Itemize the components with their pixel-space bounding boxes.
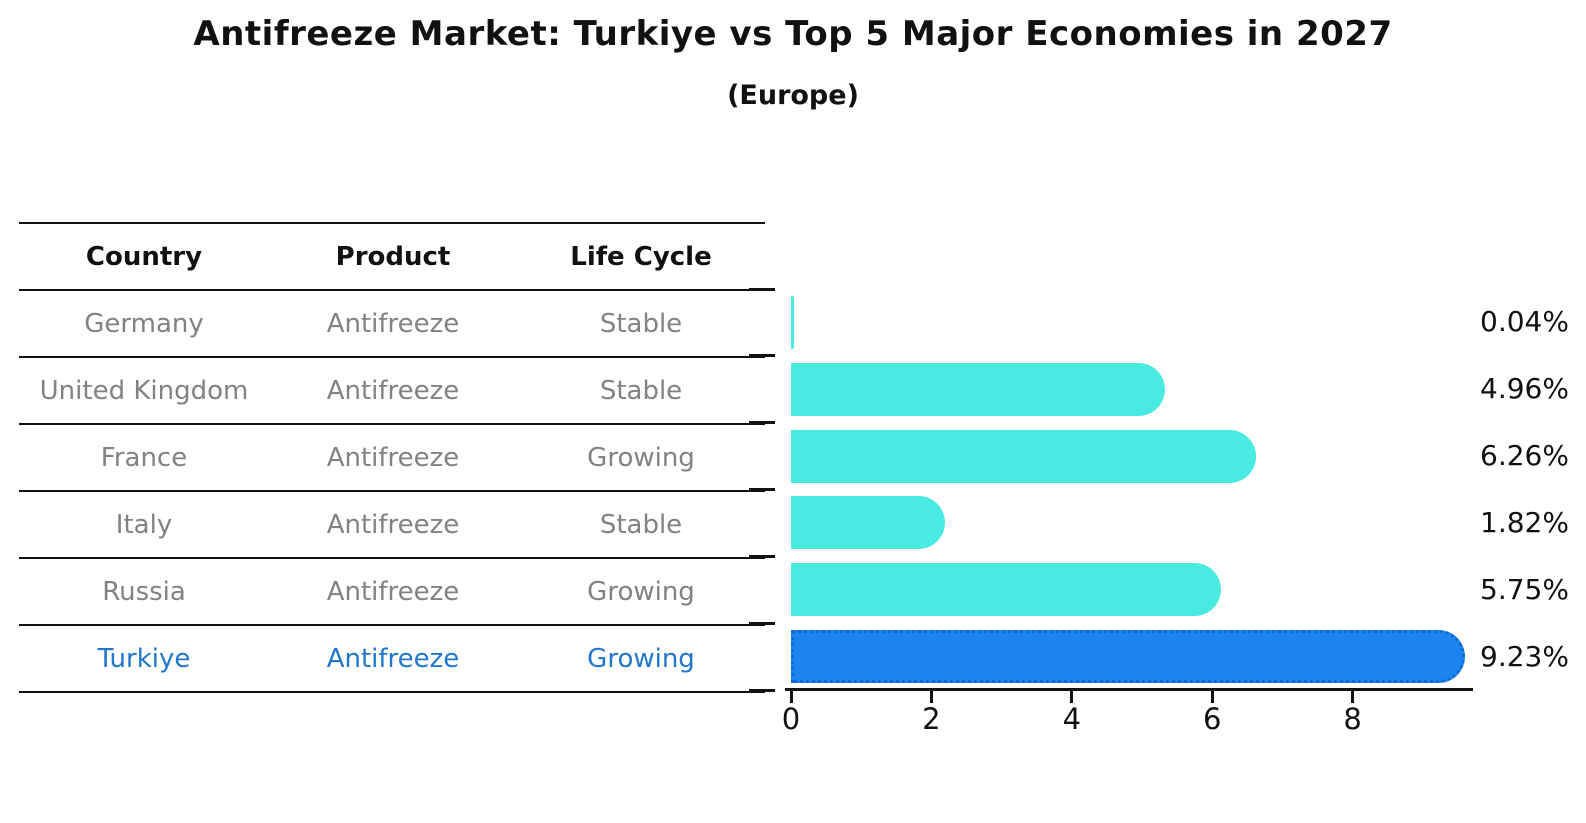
- table-row: Germany Antifreeze Stable: [19, 291, 765, 358]
- table-cell-country: Italy: [115, 509, 173, 540]
- table-cell-life-cycle: Stable: [599, 308, 683, 339]
- y-axis-tick: [749, 554, 775, 558]
- chart-subtitle: (Europe): [727, 80, 859, 111]
- bar: [791, 496, 945, 550]
- bar: [791, 362, 1166, 416]
- chart-title: Antifreeze Market: Turkiye vs Top 5 Majo…: [193, 14, 1393, 54]
- table-header-country: Country: [85, 241, 203, 272]
- table-header-row: Country Product Life Cycle: [19, 224, 765, 291]
- x-axis-tick: [1070, 691, 1074, 703]
- table-cell-product: Antifreeze: [326, 375, 460, 406]
- x-axis-tick-label: 2: [922, 702, 941, 736]
- table-cell-product: Antifreeze: [326, 509, 460, 540]
- country-table: Country Product Life Cycle Germany Antifr…: [19, 222, 765, 693]
- y-axis-tick: [749, 688, 775, 692]
- y-axis-tick: [749, 421, 775, 425]
- x-axis-tick-label: 8: [1343, 702, 1362, 736]
- table-cell-product: Antifreeze: [326, 643, 460, 674]
- value-label: 6.26%: [1480, 439, 1569, 473]
- table-cell-country: Turkiye: [97, 643, 191, 674]
- y-axis-tick: [749, 287, 775, 291]
- table-cell-country: Russia: [102, 576, 186, 607]
- x-axis-tick-label: 0: [781, 702, 801, 736]
- x-axis-tick: [929, 691, 933, 703]
- table-header-product: Product: [335, 241, 451, 272]
- x-axis-tick-label: 4: [1062, 702, 1082, 736]
- x-axis-tick: [789, 691, 793, 703]
- table-row: United Kingdom Antifreeze Stable: [19, 358, 765, 425]
- bar-highlight: [791, 630, 1465, 684]
- table-cell-life-cycle: Growing: [587, 442, 695, 473]
- table-body: Germany Antifreeze Stable United Kingdom Ant…: [19, 291, 765, 693]
- table-cell-life-cycle: Stable: [599, 375, 683, 406]
- bar: [791, 429, 1257, 483]
- x-axis-tick-label: 6: [1202, 702, 1222, 736]
- table-cell-product: Antifreeze: [326, 576, 460, 607]
- table-cell-life-cycle: Growing: [587, 576, 695, 607]
- value-label: 4.96%: [1480, 372, 1569, 406]
- table-cell-life-cycle: Stable: [599, 509, 683, 540]
- table-cell-product: Antifreeze: [326, 442, 460, 473]
- table-row: France Antifreeze Growing: [19, 425, 765, 492]
- table-cell-country: Germany: [84, 308, 204, 339]
- value-label: 1.82%: [1480, 505, 1569, 539]
- x-axis-tick: [1210, 691, 1214, 703]
- table-row: Turkiye Antifreeze Growing: [19, 626, 765, 693]
- table-row: Russia Antifreeze Growing: [19, 559, 765, 626]
- table-cell-country: France: [100, 442, 188, 473]
- table-cell-country: United Kingdom: [39, 375, 249, 406]
- value-label: 5.75%: [1480, 572, 1569, 606]
- x-axis-line: [785, 688, 1473, 691]
- y-axis-tick: [749, 621, 775, 625]
- table-cell-product: Antifreeze: [326, 308, 460, 339]
- table-row: Italy Antifreeze Stable: [19, 492, 765, 559]
- value-label: 9.23%: [1480, 639, 1569, 673]
- value-label: 0.04%: [1480, 305, 1569, 339]
- bar: [791, 563, 1221, 617]
- table-cell-life-cycle: Growing: [587, 643, 695, 674]
- table-header-lifecycle: Life Cycle: [570, 241, 712, 272]
- bar: [791, 295, 794, 349]
- y-axis-tick: [749, 488, 775, 492]
- x-axis-tick: [1351, 691, 1355, 703]
- y-axis-tick: [749, 354, 775, 358]
